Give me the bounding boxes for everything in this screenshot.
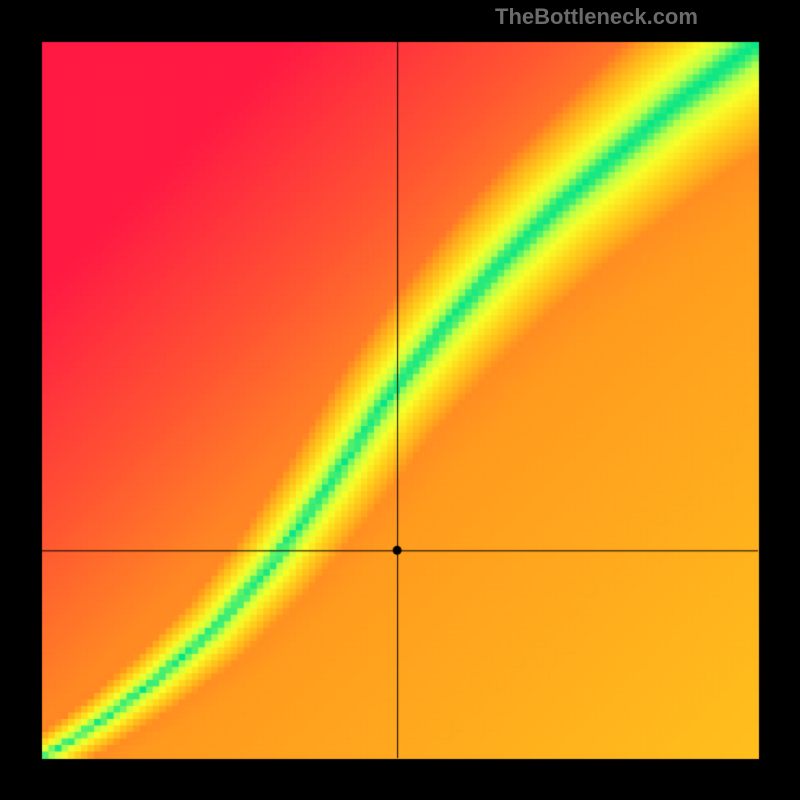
attribution-text: TheBottleneck.com xyxy=(495,4,698,30)
heatmap-canvas xyxy=(0,0,800,800)
figure-root: TheBottleneck.com xyxy=(0,0,800,800)
